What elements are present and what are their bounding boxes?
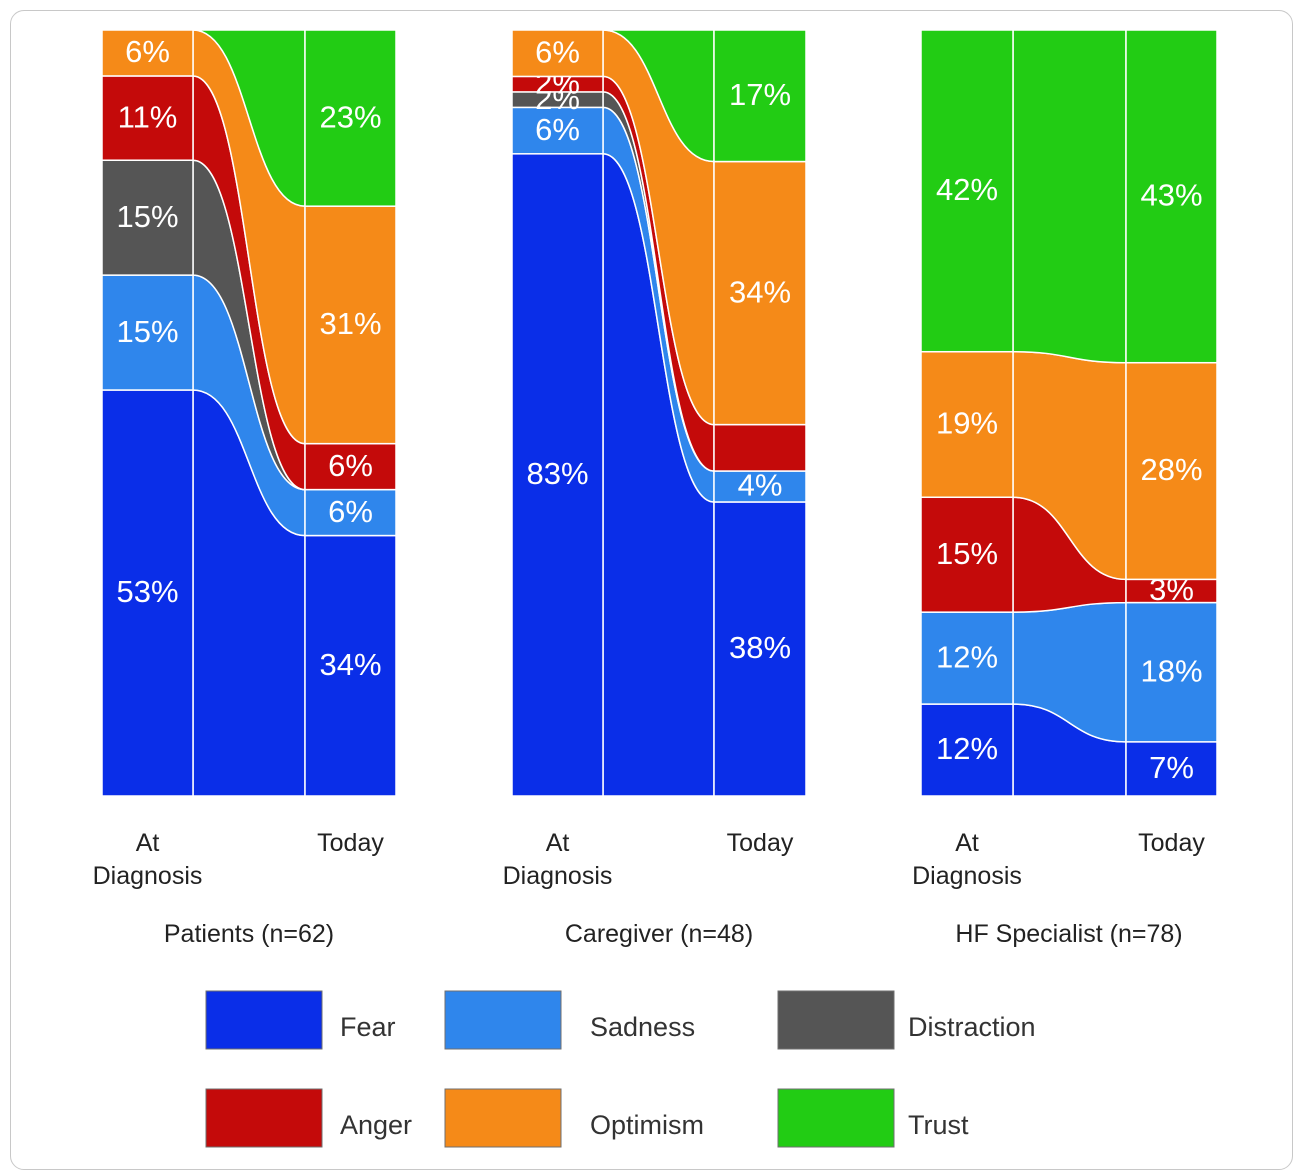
- at-diagnosis-bar-sadness: [101, 274, 194, 391]
- today-bar-trust: [713, 29, 807, 163]
- axis-label-at: At: [546, 829, 570, 857]
- at-diagnosis-label-anger: 11%: [118, 99, 178, 134]
- flow-trust: [192, 29, 306, 207]
- today-bar-trust: [1125, 29, 1218, 364]
- at-diagnosis-label-optimism: 6%: [125, 34, 170, 69]
- today-label-sadness: 6%: [328, 494, 373, 529]
- panel-title: Patients (n=62): [164, 920, 334, 948]
- legend-swatch-trust: [777, 1088, 895, 1148]
- today-bar-fear: [1125, 741, 1218, 797]
- at-diagnosis-label-sadness: 6%: [535, 112, 580, 147]
- legend-swatch-sadness: [444, 990, 562, 1050]
- legend-item-trust: Trust: [777, 1088, 969, 1148]
- today-label-optimism: 28%: [1140, 452, 1202, 487]
- at-diagnosis-bar-sadness: [511, 106, 604, 155]
- at-diagnosis-label-fear: 53%: [116, 574, 178, 609]
- at-diagnosis-bar-anger: [101, 75, 194, 161]
- axis-label-today: Today: [317, 829, 384, 857]
- today-bar-sadness: [1125, 601, 1218, 743]
- today-label-sadness: 4%: [738, 468, 783, 503]
- legend-label-trust: Trust: [908, 1110, 969, 1140]
- axis-label-today: Today: [727, 829, 794, 857]
- at-diagnosis-bar-distraction: [101, 159, 194, 276]
- today-bar-anger: [713, 423, 807, 472]
- legend-item-distraction: Distraction: [777, 990, 1036, 1050]
- today-bar-optimism: [1125, 361, 1218, 581]
- at-diagnosis-bar-optimism: [511, 29, 604, 78]
- legend: Fear Sadness Distraction Anger Optimism Trust: [205, 990, 1036, 1148]
- at-diagnosis-bar-sadness: [920, 611, 1014, 705]
- today-label-fear: 7%: [1149, 750, 1194, 785]
- at-diagnosis-label-optimism: 6%: [535, 34, 580, 69]
- at-diagnosis-bar-fear: [920, 703, 1014, 797]
- today-bar-fear: [713, 501, 807, 797]
- flow-trust: [602, 29, 715, 163]
- flow-trust: [1012, 29, 1127, 364]
- legend-swatch-anger: [205, 1088, 323, 1148]
- today-bar-trust: [304, 29, 397, 207]
- legend-label-fear: Fear: [340, 1012, 396, 1042]
- legend-label-optimism: Optimism: [590, 1110, 704, 1140]
- legend-label-anger: Anger: [340, 1110, 412, 1140]
- legend-label-distraction: Distraction: [908, 1012, 1036, 1042]
- today-label-trust: 23%: [319, 99, 381, 134]
- at-diagnosis-label-anger: 15%: [936, 536, 998, 571]
- legend-item-optimism: Optimism: [444, 1088, 704, 1148]
- today-bar-sadness: [304, 488, 397, 537]
- at-diagnosis-bar-anger: [920, 496, 1014, 613]
- legend-item-anger: Anger: [205, 1088, 412, 1148]
- legend-item-fear: Fear: [205, 990, 396, 1050]
- today-label-sadness: 18%: [1140, 653, 1202, 688]
- axis-label-diagnosis: Diagnosis: [503, 862, 613, 890]
- today-label-optimism: 31%: [319, 306, 381, 341]
- panel-1-patients-n-62: 53% 15% 15% 11% 6% 34% 6% 6% 31% 23% At Diagnosis To…: [93, 29, 397, 948]
- axis-label-diagnosis: Diagnosis: [912, 862, 1022, 890]
- legend-item-sadness: Sadness: [444, 990, 695, 1050]
- today-label-optimism: 34%: [729, 274, 791, 309]
- at-diagnosis-label-sadness: 12%: [936, 639, 998, 674]
- axis-label-at: At: [955, 829, 979, 857]
- at-diagnosis-bar-trust: [920, 29, 1014, 353]
- legend-swatch-fear: [205, 990, 323, 1050]
- legend-swatch-optimism: [444, 1088, 562, 1148]
- at-diagnosis-bar-optimism: [920, 350, 1014, 499]
- today-label-trust: 43%: [1140, 178, 1202, 213]
- today-bar-fear: [304, 534, 397, 797]
- at-diagnosis-label-sadness: 15%: [116, 314, 178, 349]
- axis-label-at: At: [136, 829, 160, 857]
- today-label-anger: 6%: [328, 448, 373, 483]
- panel-title: Caregiver (n=48): [565, 920, 753, 948]
- at-diagnosis-label-distraction: 15%: [116, 199, 178, 234]
- axis-label-today: Today: [1138, 829, 1205, 857]
- today-bar-sadness: [713, 470, 807, 503]
- today-label-trust: 17%: [729, 77, 791, 112]
- at-diagnosis-bar-fear: [511, 153, 604, 797]
- at-diagnosis-label-fear: 83%: [526, 456, 588, 491]
- today-bar-optimism: [304, 205, 397, 445]
- today-label-fear: 38%: [729, 630, 791, 665]
- panel-title: HF Specialist (n=78): [955, 920, 1182, 948]
- legend-label-sadness: Sadness: [590, 1012, 695, 1042]
- at-diagnosis-bar-optimism: [101, 29, 194, 77]
- today-label-fear: 34%: [319, 647, 381, 682]
- at-diagnosis-label-optimism: 19%: [936, 406, 998, 441]
- axis-label-diagnosis: Diagnosis: [93, 862, 203, 890]
- at-diagnosis-label-trust: 42%: [936, 172, 998, 207]
- panel-2-caregiver-n-48: 83%6%2%2%6%38%4%34%17%AtDiagnosisTodayCa…: [503, 29, 807, 948]
- at-diagnosis-label-fear: 12%: [936, 731, 998, 766]
- panel-3-hf-specialist-n-78: 12%12%15%19%42%7%18%3%28%43%AtDiagnosisT…: [912, 29, 1218, 948]
- at-diagnosis-bar-fear: [101, 389, 194, 797]
- legend-swatch-distraction: [777, 990, 895, 1050]
